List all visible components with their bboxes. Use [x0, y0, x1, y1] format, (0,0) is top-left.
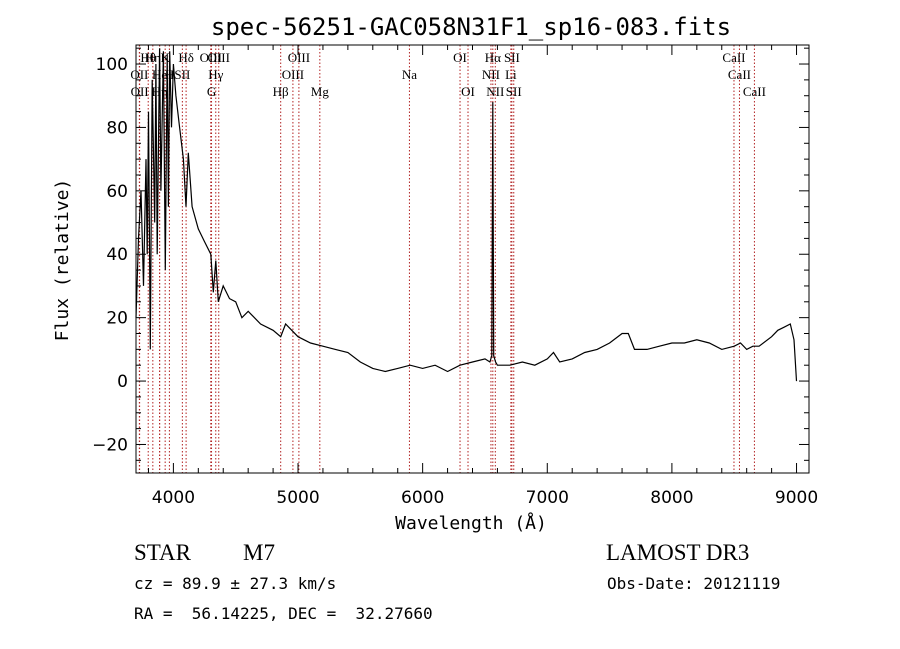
- line-marker-label: OIII: [288, 50, 310, 65]
- line-marker-label: OIII: [282, 67, 304, 82]
- line-marker-label: Hα: [485, 50, 501, 65]
- object-class: STAR: [134, 540, 191, 565]
- line-marker-label: Mg: [311, 84, 330, 99]
- line-marker-label: Na: [402, 67, 417, 82]
- line-marker-label: Hθ: [140, 50, 156, 65]
- y-tick-label: 100: [96, 55, 128, 75]
- spectrum-line: [135, 48, 798, 382]
- line-marker-label: G: [207, 84, 216, 99]
- x-tick-label: 9000: [775, 488, 818, 508]
- plot-frame: [135, 44, 810, 474]
- x-tick-label: 7000: [526, 488, 569, 508]
- y-tick-label: 20: [106, 309, 128, 329]
- line-marker-label: CaII: [743, 84, 766, 99]
- observation-date: Obs-Date: 20121119: [607, 574, 781, 593]
- line-marker-label: SII: [504, 50, 520, 65]
- line-marker-label: CaII: [728, 67, 751, 82]
- line-marker-label: Hη: [145, 50, 161, 65]
- y-tick-label: 40: [106, 245, 128, 265]
- line-marker-label: SII: [506, 84, 522, 99]
- line-marker-label: Hδ: [178, 50, 194, 65]
- y-tick-label: −20: [92, 435, 128, 455]
- line-marker-label: Li: [505, 67, 517, 82]
- object-subclass: M7: [243, 540, 275, 565]
- y-tick-label: 0: [117, 372, 128, 392]
- x-tick-label: 5000: [276, 488, 319, 508]
- line-marker-label: OIII: [208, 50, 230, 65]
- x-axis: 4000 5000 6000 7000 8000 9000: [147, 45, 818, 508]
- line-marker-label: OII: [131, 84, 149, 99]
- spectral-line-markers: [138, 45, 755, 473]
- line-marker-label: Hβ: [273, 84, 289, 99]
- line-marker-label: Hγ: [208, 67, 223, 82]
- line-marker-label: NII: [486, 84, 504, 99]
- line-marker-label: NII: [482, 67, 500, 82]
- x-axis-label: Wavelength (Å): [395, 512, 547, 534]
- line-marker-label: CaII: [722, 50, 745, 65]
- x-tick-label: 4000: [152, 488, 195, 508]
- chart-title: spec-56251-GAC058N31F1_sp16-083.fits: [211, 13, 731, 41]
- y-tick-label: 80: [106, 118, 128, 138]
- x-tick-label: 6000: [401, 488, 444, 508]
- redshift-value: cz = 89.9 ± 27.3 km/s: [134, 574, 337, 593]
- coordinates: RA = 56.14225, DEC = 32.27660: [134, 604, 433, 623]
- y-tick-label: 60: [106, 182, 128, 202]
- line-marker-label: K: [160, 50, 170, 65]
- x-tick-label: 8000: [650, 488, 693, 508]
- y-axis: −20 0 20 40 60 80 100: [92, 47, 809, 461]
- y-axis-label: Flux (relative): [52, 179, 73, 342]
- line-marker-label: OIII: [200, 50, 222, 65]
- line-marker-label: OI: [461, 84, 475, 99]
- line-marker-label: OII: [130, 67, 148, 82]
- line-marker-label: OI: [453, 50, 467, 65]
- line-marker-label: SII: [174, 67, 190, 82]
- survey-name: LAMOST DR3: [606, 540, 750, 565]
